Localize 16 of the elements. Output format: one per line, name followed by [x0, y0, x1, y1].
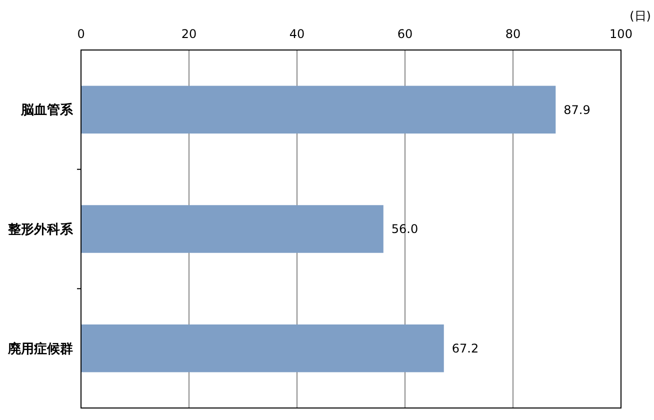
y-tick-label: 整形外科系: [7, 222, 74, 238]
x-tick-label: 0: [77, 27, 85, 41]
x-tick-label: 100: [610, 27, 632, 41]
x-axis-title: (日): [630, 9, 651, 23]
y-tick-label: 脳血管系: [20, 102, 74, 118]
x-tick-label: 40: [289, 27, 305, 41]
x-tick-label: 80: [505, 27, 521, 41]
bar: [81, 324, 444, 372]
bar: [81, 86, 556, 134]
data-label: 87.9: [564, 102, 590, 117]
x-tick-label: 20: [181, 27, 197, 41]
bar: [81, 205, 384, 253]
y-tick-label: 廃用症候群: [7, 340, 73, 357]
x-tick-label: 60: [397, 27, 413, 41]
data-label: 56.0: [391, 222, 418, 236]
data-label: 67.2: [452, 342, 479, 356]
